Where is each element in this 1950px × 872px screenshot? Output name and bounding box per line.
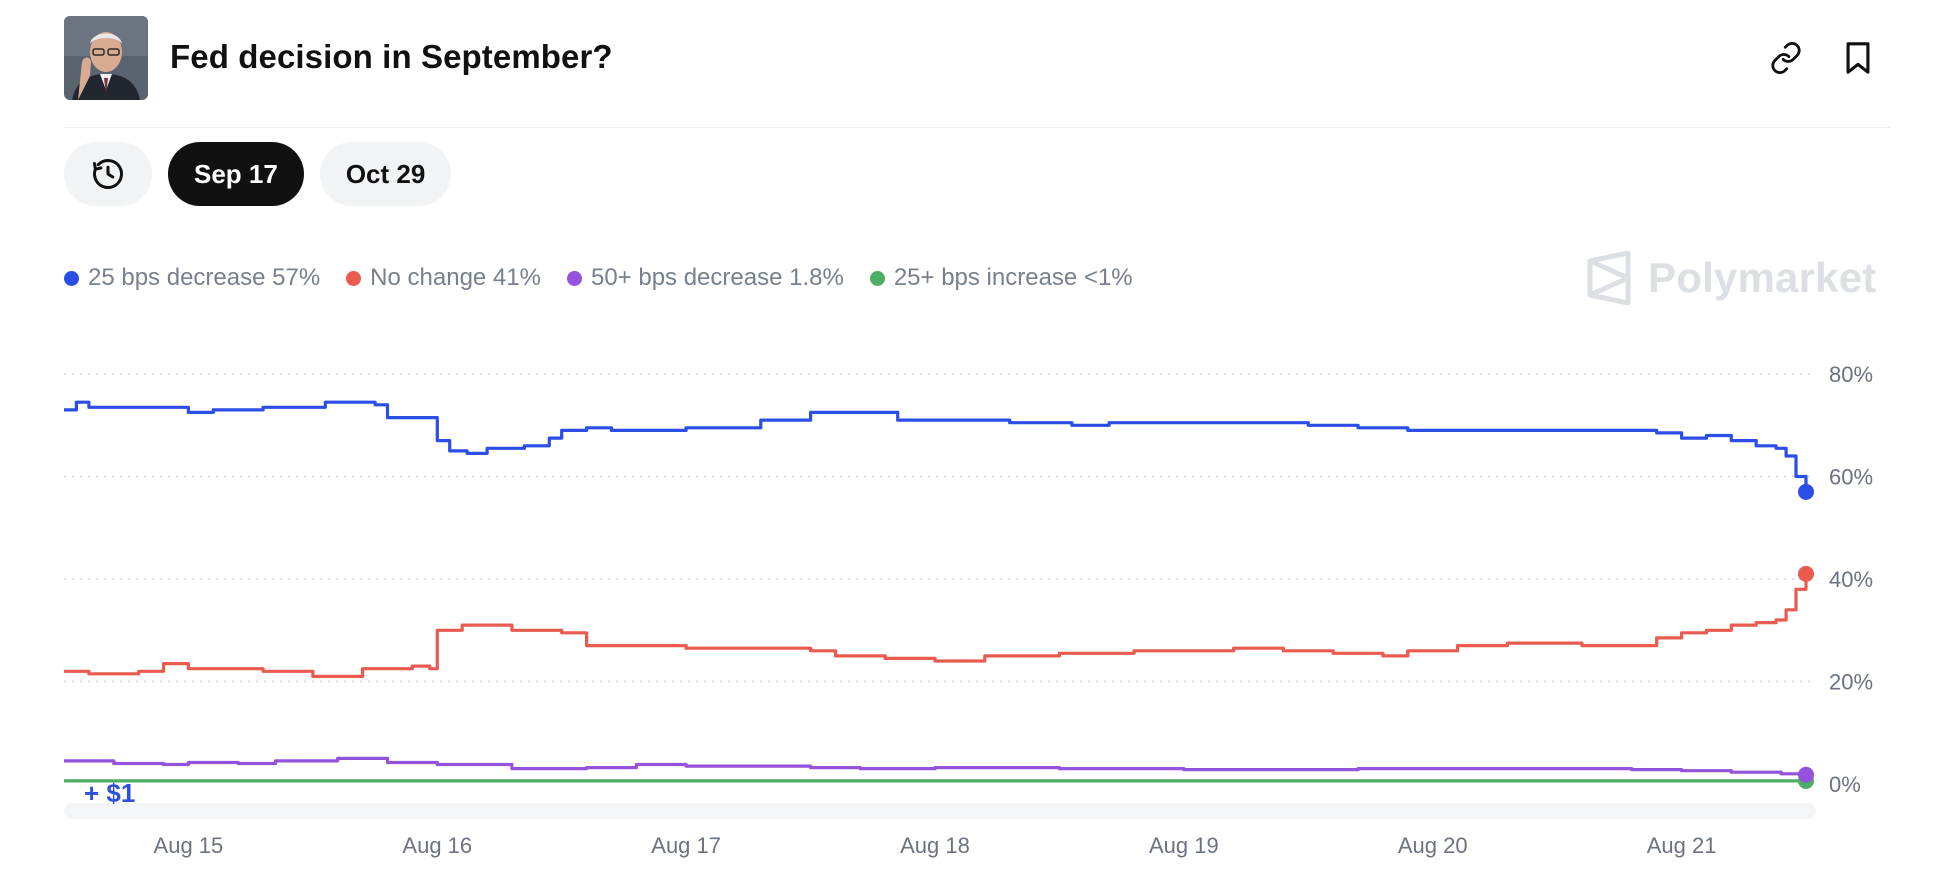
y-axis-labels: 80% 60% 40% 20% 0% bbox=[1829, 362, 1873, 797]
chart-scrollbar-track[interactable] bbox=[64, 803, 1816, 819]
date-tabs: Sep 17 Oct 29 bbox=[64, 142, 452, 206]
bookmark-button[interactable] bbox=[1836, 36, 1880, 80]
grid-lines bbox=[64, 373, 1810, 683]
legend-label: No change 41% bbox=[370, 264, 541, 291]
x-tick-label: Aug 18 bbox=[900, 833, 970, 858]
x-tick-label: Aug 21 bbox=[1647, 833, 1717, 858]
tab-oct-29[interactable]: Oct 29 bbox=[319, 142, 452, 206]
header-divider bbox=[64, 127, 1890, 128]
x-tick-label: Aug 17 bbox=[651, 833, 721, 858]
legend-item-25bps-increase: 25+ bps increase <1% bbox=[869, 264, 1133, 292]
series-line bbox=[64, 400, 1808, 492]
legend-dot bbox=[566, 270, 582, 286]
legend-label: 25+ bps increase <1% bbox=[893, 264, 1133, 291]
legend-item-50bps-decrease: 50+ bps decrease 1.8% bbox=[566, 264, 844, 292]
copy-link-button[interactable] bbox=[1764, 36, 1808, 80]
series-line bbox=[64, 573, 1808, 678]
series-line bbox=[64, 756, 1808, 776]
y-tick-label: 40% bbox=[1829, 567, 1873, 592]
legend-item-no-change: No change 41% bbox=[346, 264, 541, 292]
legend-label: 25 bps decrease 57% bbox=[88, 264, 321, 291]
y-tick-label: 20% bbox=[1829, 670, 1873, 695]
polymarket-watermark: Polymarket bbox=[1586, 250, 1876, 306]
series-end-dot bbox=[1798, 766, 1814, 783]
legend-item-25bps-decrease: 25 bps decrease 57% bbox=[64, 264, 320, 292]
chart-annotation: + $1 bbox=[84, 778, 135, 808]
market-header: Fed decision in September? bbox=[64, 16, 1890, 100]
price-chart: 80%60%40%20%0% Aug 15 Aug 16 Aug 17 Aug 18 A… bbox=[64, 362, 1873, 858]
legend-dot bbox=[869, 270, 885, 286]
tab-sep-17[interactable]: Sep 17 bbox=[168, 142, 304, 206]
x-tick-label: Aug 16 bbox=[402, 833, 472, 858]
history-button[interactable] bbox=[64, 142, 152, 206]
y-tick-label: 60% bbox=[1829, 465, 1873, 490]
series-end-dot bbox=[1798, 483, 1814, 500]
y-tick-label: 80% bbox=[1829, 362, 1873, 387]
x-tick-label: Aug 19 bbox=[1149, 833, 1219, 858]
series-end-dot bbox=[1798, 565, 1814, 582]
x-tick-label: Aug 15 bbox=[154, 833, 224, 858]
y-tick-label: 0% bbox=[1829, 772, 1861, 797]
x-tick-label: Aug 20 bbox=[1398, 833, 1468, 858]
legend-label: 50+ bps decrease 1.8% bbox=[590, 264, 844, 291]
series-lines bbox=[64, 400, 1814, 789]
polymarket-logo-icon bbox=[1587, 251, 1631, 305]
legend-dot bbox=[346, 270, 362, 286]
market-title: Fed decision in September? bbox=[170, 38, 613, 75]
legend-dot bbox=[64, 270, 79, 286]
chart-legend: 25 bps decrease 57% No change 41% 50+ bp… bbox=[64, 262, 1133, 294]
x-axis-labels: Aug 15 Aug 16 Aug 17 Aug 18 Aug 19 Aug 20 Aug … bbox=[154, 833, 1717, 858]
history-icon bbox=[93, 159, 124, 189]
market-avatar bbox=[64, 16, 148, 100]
bookmark-icon bbox=[1846, 42, 1870, 74]
link-icon bbox=[1771, 42, 1801, 74]
brand-name: Polymarket bbox=[1648, 254, 1877, 301]
person-portrait-icon bbox=[64, 16, 148, 100]
